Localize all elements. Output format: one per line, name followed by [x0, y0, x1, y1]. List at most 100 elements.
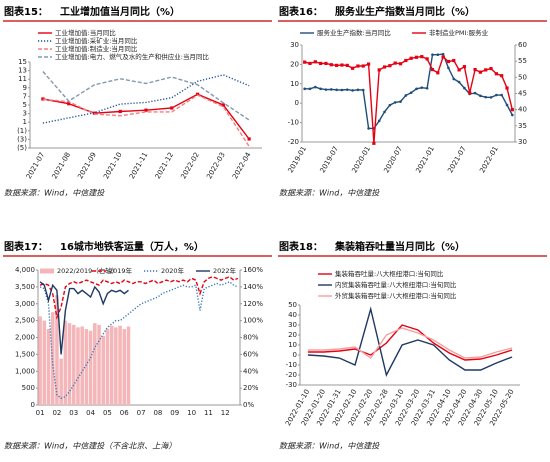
point-marker — [409, 91, 413, 95]
point-marker — [319, 61, 323, 66]
bar — [76, 327, 80, 405]
x-tick-label: 07 — [137, 409, 146, 417]
y-tick-label: 30 — [290, 41, 299, 49]
point-marker — [431, 53, 434, 56]
point-marker — [463, 86, 466, 90]
series-line — [42, 94, 250, 147]
y-tick-label: 9 — [23, 84, 27, 92]
x-tick-label: 2022-04 — [231, 151, 253, 181]
y-tick-label: 40 — [288, 311, 297, 319]
point-marker — [329, 88, 333, 91]
point-marker — [388, 64, 392, 68]
y2-tick-label: 60% — [243, 350, 259, 358]
x-tick-label: 11 — [204, 409, 213, 417]
point-marker — [377, 68, 381, 72]
x-tick-label: 2021-07 — [25, 151, 47, 180]
point-marker — [484, 68, 488, 72]
x-tick-label: 04 — [86, 409, 95, 417]
x-tick-label: 2021-11 — [128, 151, 150, 180]
point-marker — [67, 102, 71, 106]
point-marker — [221, 103, 225, 107]
bar — [38, 316, 42, 405]
y2-tick-label: 40% — [243, 367, 259, 375]
point-marker — [144, 108, 148, 112]
point-marker — [303, 60, 307, 64]
point-marker — [510, 108, 514, 112]
point-marker — [425, 57, 429, 61]
point-marker — [92, 111, 97, 115]
y-tick-label: -10 — [286, 361, 297, 369]
legend-label: 工业增加值:采矿业:当月同比 — [55, 36, 138, 45]
x-tick-label: 06 — [120, 409, 129, 417]
y2-tick-label: 50 — [518, 73, 527, 81]
point-marker — [195, 92, 200, 96]
y-tick-label: 2,500 — [15, 317, 35, 325]
y-tick-label: (1) — [17, 127, 27, 135]
bar — [67, 323, 72, 405]
legend-label: 内贸集装箱吞吐量:八大枢纽港口:当旬同比 — [335, 280, 457, 289]
point-marker — [366, 62, 371, 66]
y-tick-label: 500 — [22, 384, 35, 392]
source-note: 数据来源：Wind，中信建投 — [4, 189, 105, 198]
bar — [59, 358, 63, 405]
x-tick-label: 2020-01 — [350, 145, 372, 174]
chart-title: 16城市地铁客运量（万人，%） — [60, 240, 204, 253]
bar — [109, 325, 114, 405]
y2-tick-label: 160% — [243, 266, 263, 274]
x-tick-label: 12 — [221, 409, 230, 417]
chart-title: 集装箱吞吐量当月同比（%） — [334, 240, 465, 253]
point-marker — [441, 55, 445, 59]
point-marker — [404, 58, 408, 63]
figure-label: 图表15： — [4, 5, 48, 18]
legend-label: 工业增加值:制造业:当月同比 — [55, 44, 138, 53]
x-tick-label: 05 — [103, 409, 112, 417]
y2-tick-label: 20% — [243, 384, 259, 392]
y-tick-label: 4,000 — [15, 266, 35, 274]
y-tick-label: (5) — [17, 144, 27, 152]
x-tick-label: 2019-01 — [287, 145, 309, 174]
series-line — [42, 74, 250, 124]
point-marker — [500, 93, 503, 97]
point-marker — [313, 60, 317, 64]
point-marker — [335, 88, 338, 92]
y2-tick-label: 80% — [243, 334, 259, 342]
series-line — [42, 71, 250, 121]
figure-label: 图表16： — [279, 5, 323, 18]
y-tick-label: 0 — [293, 351, 297, 359]
x-tick-label: 2021-08 — [51, 151, 73, 180]
point-marker — [441, 52, 445, 56]
point-marker — [505, 103, 509, 107]
y-tick-label: 5 — [23, 101, 27, 109]
chart-title: 工业增加值当月同比（%） — [60, 5, 180, 18]
point-marker — [462, 65, 467, 69]
point-marker — [457, 80, 461, 84]
point-marker — [415, 87, 418, 91]
point-marker — [118, 109, 122, 114]
point-marker — [430, 67, 435, 72]
point-marker — [170, 106, 174, 110]
point-marker — [247, 137, 251, 141]
legend-label: 工业增加值:当月同比 — [55, 28, 116, 37]
x-tick-label: 2019-07 — [319, 145, 341, 174]
point-marker — [41, 97, 45, 101]
y2-tick-label: 40 — [518, 106, 527, 114]
x-tick-label: 2022-03 — [205, 151, 227, 180]
bar — [42, 320, 47, 405]
point-marker — [489, 96, 493, 99]
x-tick-label: 2021-09 — [76, 151, 98, 180]
series-line — [304, 55, 513, 144]
point-marker — [473, 91, 477, 95]
point-marker — [500, 74, 504, 78]
bar — [80, 326, 84, 405]
point-marker — [479, 94, 482, 98]
legend-label: 2019年 — [109, 266, 133, 275]
series-line — [307, 306, 513, 377]
series-line — [307, 324, 513, 361]
point-marker — [356, 64, 360, 68]
point-marker — [457, 68, 461, 72]
y2-tick-label: 30 — [518, 138, 527, 146]
series-line — [307, 327, 513, 359]
x-tick-label: 2021-07 — [446, 145, 468, 174]
point-marker — [446, 59, 451, 64]
y-tick-label: 15 — [18, 58, 27, 66]
